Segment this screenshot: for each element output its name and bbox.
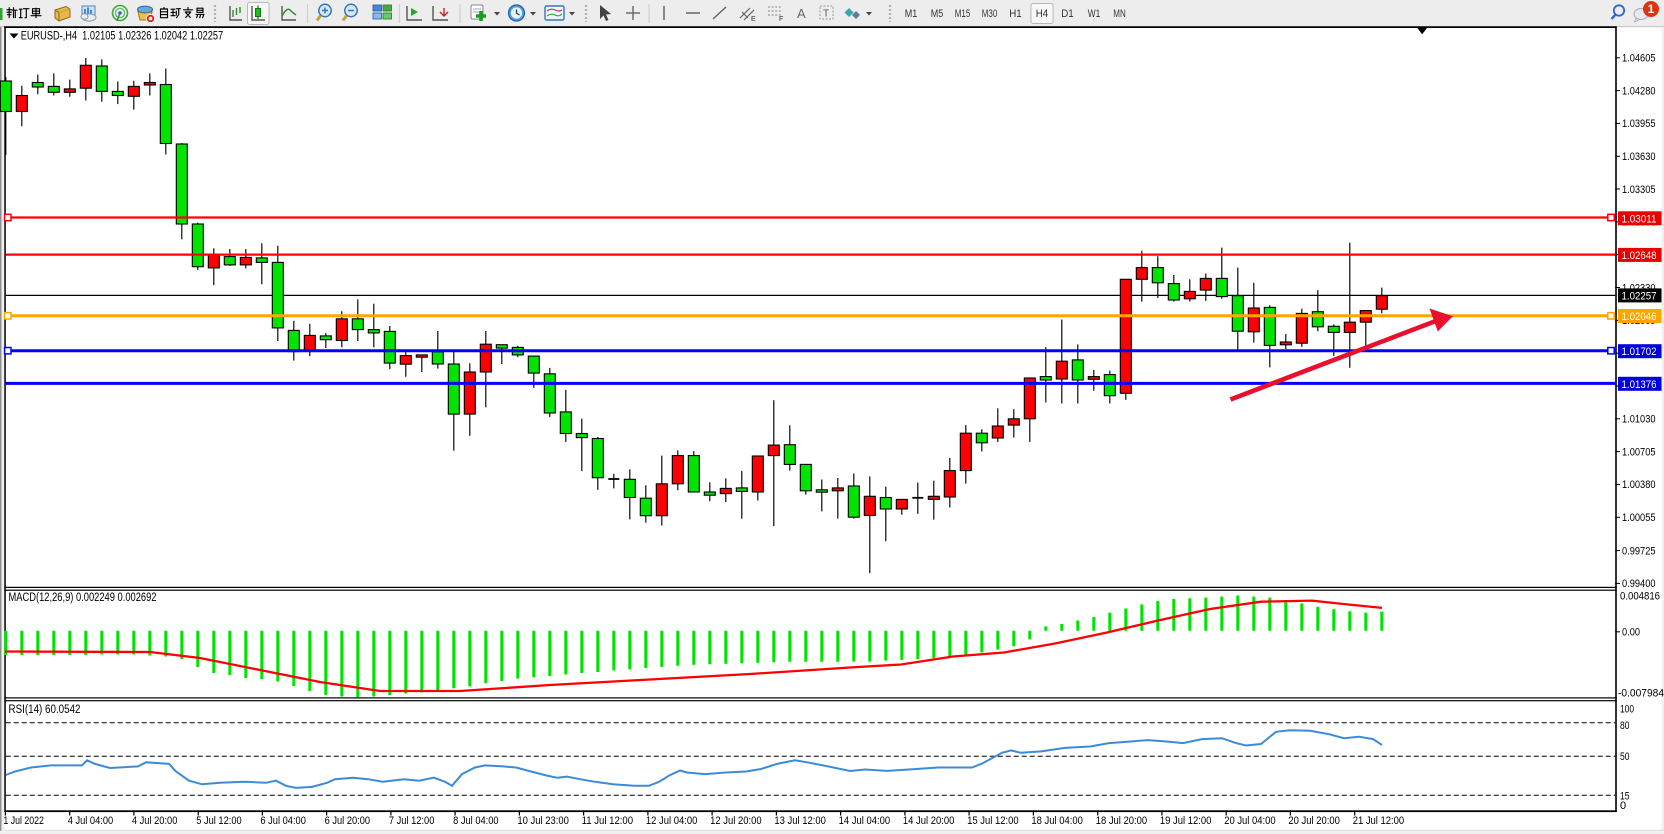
svg-text:D1: D1 <box>1061 8 1074 20</box>
svg-text:1.02046: 1.02046 <box>1622 311 1657 323</box>
svg-text:14 Jul 20:00: 14 Jul 20:00 <box>903 815 955 827</box>
svg-text:80: 80 <box>1620 720 1630 732</box>
svg-text:7 Jul 12:00: 7 Jul 12:00 <box>389 815 435 827</box>
svg-text:0.00: 0.00 <box>1622 627 1640 639</box>
svg-text:T: T <box>823 9 829 20</box>
svg-text:H1: H1 <box>1009 8 1022 20</box>
svg-text:6 Jul 04:00: 6 Jul 04:00 <box>260 815 306 827</box>
svg-text:1.04605: 1.04605 <box>1622 53 1656 65</box>
svg-text:4 Jul 20:00: 4 Jul 20:00 <box>132 815 178 827</box>
svg-text:1.03630: 1.03630 <box>1622 151 1656 163</box>
svg-text:8 Jul 04:00: 8 Jul 04:00 <box>453 815 499 827</box>
svg-text:1.01376: 1.01376 <box>1622 379 1657 391</box>
svg-text:1.02648: 1.02648 <box>1622 250 1657 262</box>
svg-text:F: F <box>779 16 783 23</box>
svg-text:M1: M1 <box>905 8 918 20</box>
svg-text:1 Jul 2022: 1 Jul 2022 <box>3 815 44 827</box>
svg-text:M5: M5 <box>931 8 944 20</box>
svg-text:12 Jul 04:00: 12 Jul 04:00 <box>646 815 698 827</box>
svg-text:1.03011: 1.03011 <box>1622 213 1657 225</box>
svg-text:18 Jul 04:00: 18 Jul 04:00 <box>1031 815 1083 827</box>
svg-text:1.00055: 1.00055 <box>1622 512 1656 524</box>
svg-text:4 Jul 04:00: 4 Jul 04:00 <box>68 815 114 827</box>
svg-text:1.03955: 1.03955 <box>1622 118 1656 130</box>
svg-text:1.01702: 1.01702 <box>1622 346 1657 358</box>
svg-text:18 Jul 20:00: 18 Jul 20:00 <box>1096 815 1148 827</box>
svg-text:11 Jul 12:00: 11 Jul 12:00 <box>582 815 634 827</box>
svg-text:MACD(12,26,9) 0.002249 0.00269: MACD(12,26,9) 0.002249 0.002692 <box>9 592 157 604</box>
svg-text:12 Jul 20:00: 12 Jul 20:00 <box>710 815 762 827</box>
svg-text:W1: W1 <box>1088 8 1101 20</box>
svg-text:6 Jul 20:00: 6 Jul 20:00 <box>325 815 371 827</box>
svg-text:19 Jul 12:00: 19 Jul 12:00 <box>1160 815 1212 827</box>
svg-text:A: A <box>797 6 806 21</box>
svg-text:15: 15 <box>1620 791 1630 803</box>
svg-text:1: 1 <box>1648 2 1655 16</box>
svg-text:1.01030: 1.01030 <box>1622 414 1656 426</box>
svg-text:M15: M15 <box>955 8 971 20</box>
svg-text:MN: MN <box>1113 8 1126 20</box>
svg-text:1.00705: 1.00705 <box>1622 446 1656 458</box>
svg-text:15 Jul 12:00: 15 Jul 12:00 <box>967 815 1019 827</box>
svg-text:20 Jul 04:00: 20 Jul 04:00 <box>1224 815 1276 827</box>
svg-text:-0.007984: -0.007984 <box>1618 688 1664 700</box>
svg-text:21 Jul 12:00: 21 Jul 12:00 <box>1353 815 1405 827</box>
svg-text:1.02257: 1.02257 <box>1622 290 1657 302</box>
svg-text:EURUSD-,H4 1.02105 1.02326 1.: EURUSD-,H4 1.02105 1.02326 1.02042 1.022… <box>21 30 224 42</box>
svg-text:10 Jul 23:00: 10 Jul 23:00 <box>517 815 569 827</box>
svg-text:E: E <box>751 16 756 23</box>
svg-text:1.03305: 1.03305 <box>1622 184 1656 196</box>
svg-text:13 Jul 12:00: 13 Jul 12:00 <box>774 815 826 827</box>
svg-text:0.99725: 0.99725 <box>1622 545 1656 557</box>
svg-text:0.004816: 0.004816 <box>1620 591 1660 603</box>
svg-text:0: 0 <box>1620 800 1626 812</box>
svg-text:1.04280: 1.04280 <box>1622 85 1656 97</box>
svg-text:M30: M30 <box>982 8 998 20</box>
svg-text:50: 50 <box>1620 751 1630 763</box>
svg-text:14 Jul 04:00: 14 Jul 04:00 <box>839 815 891 827</box>
svg-text:100: 100 <box>1620 704 1634 716</box>
svg-text:RSI(14) 60.0542: RSI(14) 60.0542 <box>9 704 81 716</box>
svg-text:5 Jul 12:00: 5 Jul 12:00 <box>196 815 242 827</box>
svg-text:H4: H4 <box>1036 8 1049 20</box>
svg-text:0.99400: 0.99400 <box>1622 578 1656 590</box>
svg-text:20 Jul 20:00: 20 Jul 20:00 <box>1288 815 1340 827</box>
svg-text:1.00380: 1.00380 <box>1622 479 1656 491</box>
